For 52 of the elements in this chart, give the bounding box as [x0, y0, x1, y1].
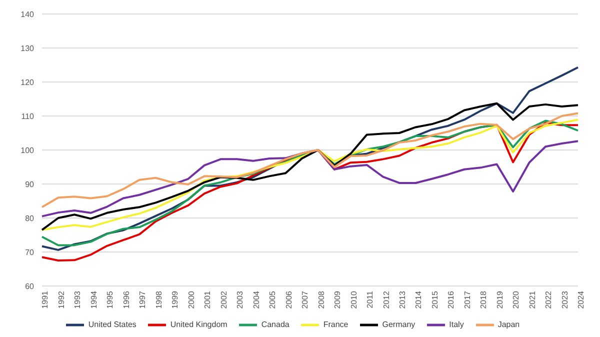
x-tick-label: 1999 — [170, 290, 180, 309]
y-tick-label: 100 — [20, 146, 35, 155]
x-tick-label: 2005 — [268, 290, 278, 309]
x-tick-label: 2019 — [495, 290, 504, 309]
x-tick-label: 1993 — [73, 290, 82, 309]
x-tick-label: 2015 — [430, 290, 440, 309]
x-tick-label: 2007 — [300, 290, 310, 309]
x-tick-label: 1994 — [89, 290, 98, 309]
x-tick-label: 1998 — [154, 290, 164, 309]
x-tick-label: 2024 — [576, 290, 586, 309]
legend-label: United States — [88, 320, 136, 329]
x-tick-label: 2020 — [512, 290, 521, 309]
y-tick-label: 120 — [20, 78, 35, 87]
legend-label: United Kingdom — [170, 320, 228, 329]
x-tick-label: 2003 — [236, 290, 245, 309]
x-tick-label: 1996 — [122, 290, 131, 309]
legend-label: Canada — [261, 320, 290, 329]
y-tick-label: 90 — [25, 180, 35, 189]
y-tick-label: 130 — [20, 44, 35, 53]
x-tick-label: 2013 — [398, 290, 408, 309]
x-tick-label: 1995 — [106, 290, 115, 309]
x-tick-label: 1991 — [40, 290, 50, 309]
y-tick-label: 140 — [20, 10, 35, 19]
legend-label: Germany — [382, 320, 416, 329]
x-tick-label: 2009 — [333, 290, 342, 309]
x-tick-label: 2000 — [186, 290, 196, 309]
x-tick-label: 2017 — [462, 290, 472, 309]
x-tick-label: 1997 — [138, 290, 148, 309]
x-tick-label: 2014 — [414, 290, 424, 309]
line-series — [41, 112, 579, 208]
x-tick-label: 1992 — [56, 290, 66, 309]
x-tick-label: 2018 — [479, 290, 488, 309]
x-tick-label: 2011 — [366, 290, 375, 308]
y-tick-label: 80 — [25, 214, 35, 223]
line-series — [41, 140, 579, 218]
x-tick-label: 2004 — [252, 290, 261, 309]
legend-label: France — [323, 320, 348, 329]
x-tick-label: 2016 — [446, 290, 456, 309]
x-tick-label: 2010 — [349, 290, 358, 309]
x-tick-label: 2022 — [544, 290, 554, 309]
y-tick-label: 70 — [25, 248, 35, 257]
x-tick-label: 2001 — [203, 290, 212, 309]
x-tick-label: 2021 — [528, 290, 537, 309]
y-tick-label: 60 — [25, 282, 35, 291]
legend-label: Italy — [449, 320, 464, 329]
y-tick-label: 110 — [21, 112, 35, 121]
x-tick-label: 2023 — [560, 290, 570, 309]
x-tick-label: 2002 — [219, 290, 228, 309]
x-tick-label: 2006 — [284, 290, 294, 309]
x-tick-label: 2008 — [316, 290, 326, 309]
x-tick-label: 2012 — [382, 290, 391, 309]
legend-label: Japan — [498, 320, 520, 329]
